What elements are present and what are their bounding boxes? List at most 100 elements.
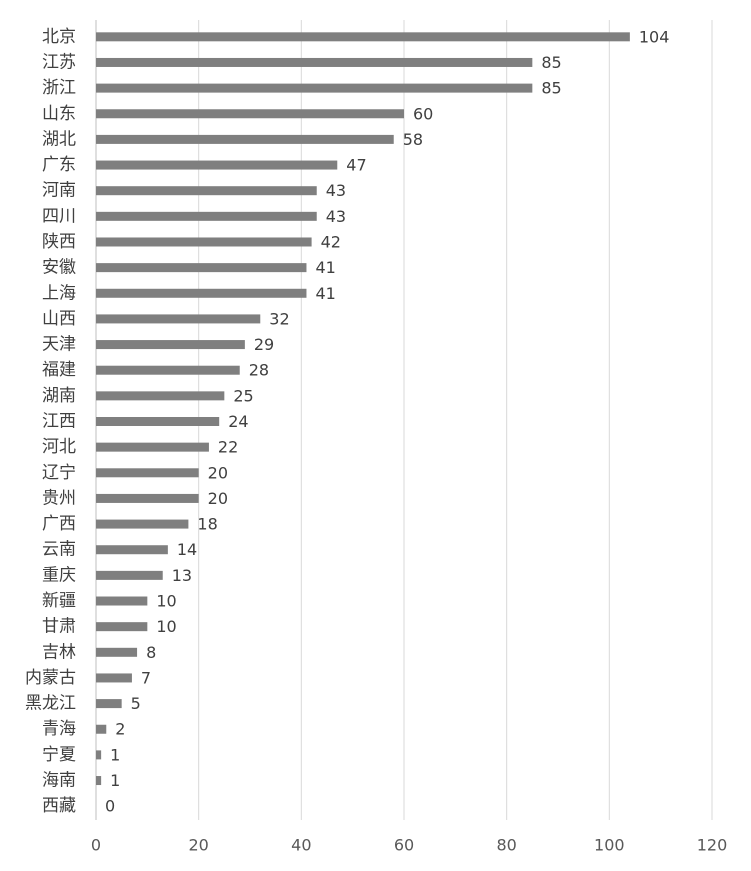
data-label: 41 (315, 284, 335, 303)
bar (96, 237, 312, 247)
bar (96, 724, 107, 734)
data-label: 41 (315, 258, 335, 277)
data-label: 28 (249, 361, 269, 380)
data-label: 42 (321, 232, 341, 251)
bar (96, 340, 245, 350)
bar (96, 288, 307, 298)
y-tick-label: 安徽 (42, 258, 76, 278)
data-label: 1 (110, 745, 120, 764)
y-tick-label: 广东 (42, 155, 76, 175)
bar (96, 699, 122, 709)
bar (96, 468, 199, 478)
bar (96, 442, 209, 452)
data-label: 24 (228, 412, 248, 431)
y-tick-label: 黑龙江 (25, 694, 76, 714)
data-label: 10 (156, 617, 176, 636)
y-tick-label: 浙江 (42, 78, 76, 98)
data-label: 25 (233, 386, 253, 405)
bar (96, 263, 307, 273)
bar (96, 622, 148, 632)
data-label: 85 (541, 79, 561, 98)
data-label: 20 (208, 489, 228, 508)
y-tick-label: 内蒙古 (25, 668, 76, 688)
y-tick-label: 西藏 (42, 796, 76, 816)
bar (96, 186, 317, 196)
bar (96, 134, 394, 144)
bar (96, 570, 163, 580)
data-label: 104 (639, 27, 670, 46)
bar (96, 776, 102, 786)
y-tick-label: 北京 (42, 27, 76, 47)
x-tick-label: 0 (91, 836, 101, 855)
x-tick-label: 120 (697, 836, 728, 855)
y-tick-label: 陕西 (42, 232, 76, 252)
y-tick-label: 云南 (42, 540, 76, 560)
bar (96, 83, 533, 93)
data-label: 29 (254, 335, 274, 354)
data-label: 1 (110, 771, 120, 790)
data-label: 22 (218, 438, 238, 457)
bar (96, 391, 225, 401)
y-tick-label: 天津 (42, 335, 76, 355)
y-tick-label: 福建 (42, 360, 76, 380)
y-tick-label: 江西 (42, 412, 76, 432)
y-tick-label: 宁夏 (42, 745, 76, 765)
bar (96, 365, 240, 375)
data-label: 13 (172, 566, 192, 585)
data-label: 0 (105, 797, 115, 816)
bar (96, 417, 220, 426)
data-label: 2 (115, 720, 125, 739)
y-tick-label: 甘肃 (42, 617, 76, 637)
data-label: 43 (326, 207, 346, 226)
x-tick-label: 80 (496, 836, 516, 855)
bar (96, 647, 138, 657)
y-tick-label: 吉林 (42, 642, 76, 662)
data-label: 47 (346, 156, 366, 175)
y-tick-label: 江苏 (42, 52, 76, 72)
data-label: 60 (413, 104, 433, 123)
y-tick-label: 湖北 (42, 129, 76, 149)
bar (96, 596, 148, 606)
bar (96, 519, 189, 529)
data-label: 18 (197, 515, 217, 534)
bar (96, 32, 630, 42)
x-tick-label: 20 (188, 836, 208, 855)
y-tick-label: 青海 (42, 719, 76, 739)
y-tick-label: 河南 (42, 181, 76, 201)
y-tick-label: 山东 (42, 104, 76, 124)
x-tick-label: 100 (594, 836, 625, 855)
data-label: 58 (403, 130, 423, 149)
y-tick-label: 上海 (42, 283, 76, 303)
y-tick-label: 湖南 (42, 386, 76, 406)
data-label: 7 (141, 668, 151, 687)
data-label: 14 (177, 540, 197, 559)
data-label: 5 (131, 694, 141, 713)
y-tick-label: 重庆 (42, 565, 76, 585)
x-tick-label: 60 (394, 836, 414, 855)
bar (96, 673, 132, 683)
bar (96, 109, 404, 119)
y-tick-label: 贵州 (42, 488, 76, 508)
bar (96, 160, 338, 170)
data-label: 43 (326, 181, 346, 200)
data-label: 85 (541, 53, 561, 72)
y-tick-label: 四川 (42, 206, 76, 226)
bar (96, 314, 261, 324)
y-tick-label: 广西 (42, 514, 76, 534)
bar (96, 57, 533, 67)
bar (96, 750, 102, 760)
data-label: 20 (208, 463, 228, 482)
bar (96, 211, 317, 221)
bar (96, 545, 168, 555)
data-label: 8 (146, 643, 156, 662)
data-label: 32 (269, 309, 289, 328)
data-label: 10 (156, 592, 176, 611)
y-tick-label: 海南 (42, 771, 76, 791)
y-tick-label: 山西 (42, 309, 76, 329)
y-tick-label: 辽宁 (42, 463, 76, 483)
x-tick-label: 40 (291, 836, 311, 855)
bar (96, 493, 199, 503)
y-tick-label: 新疆 (42, 591, 76, 611)
y-tick-label: 河北 (42, 437, 76, 457)
